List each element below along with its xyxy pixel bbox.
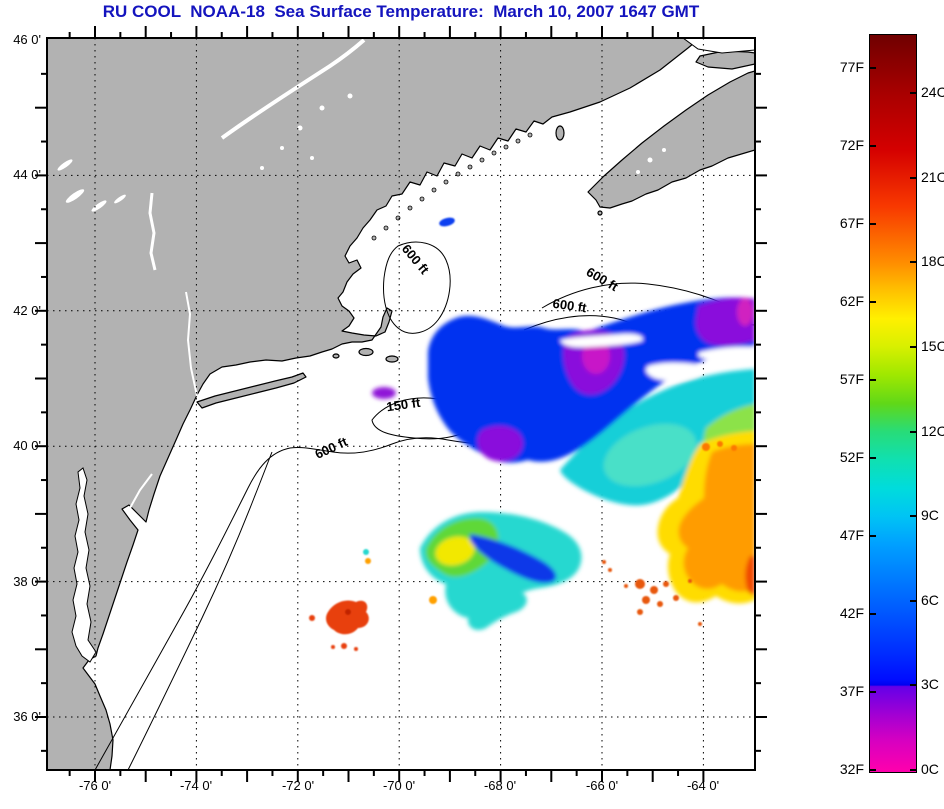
colorbar-c-label: 9C <box>921 507 939 523</box>
maine-coastal-islands <box>371 132 533 241</box>
sst-orange-fringe-dots <box>702 441 737 451</box>
cloud-gap-2 <box>646 362 700 381</box>
y-axis-label: 46 0' <box>13 32 41 47</box>
delaware-river <box>129 473 153 509</box>
land-layer <box>47 38 755 770</box>
cloud-gap-3 <box>698 346 755 360</box>
sst-data-layer <box>309 217 755 651</box>
colorbar-f-label: 52F <box>839 449 864 465</box>
block-island <box>332 353 340 359</box>
sst-warm-filament-southwest <box>326 600 369 635</box>
temperature-colorbar <box>869 34 917 773</box>
colorbar-c-label: 21C <box>921 169 944 185</box>
nova-scotia-lakes <box>636 148 666 174</box>
sst-eddy-yellow-core <box>435 536 475 566</box>
sst-warm-filament-specks <box>309 615 358 651</box>
colorbar-f-label: 62F <box>839 293 864 309</box>
colorbar-c-label: 0C <box>921 761 939 777</box>
contour-label-150ft: 150 ft <box>386 395 422 415</box>
sst-speck-orange <box>365 558 371 564</box>
colorbar-c-label: 24C <box>921 84 944 100</box>
y-axis-label: 40 0' <box>13 438 41 453</box>
sst-orange-gulf-stream <box>678 444 755 592</box>
sst-eddy-tail <box>468 590 527 630</box>
colorbar-f-label: 72F <box>839 137 864 153</box>
colorbar-f-label: 37F <box>839 683 864 699</box>
x-axis-label: -72 0' <box>281 778 315 793</box>
sst-dark-red-dot <box>345 609 351 615</box>
colorbar-f-label: 77F <box>839 59 864 75</box>
sst-purple-patch-west <box>372 387 396 399</box>
long-island <box>196 372 307 409</box>
y-axis-label: 38 0' <box>13 574 41 589</box>
colorbar-f-label: 32F <box>839 761 864 777</box>
sst-purple-patch-south <box>477 425 523 462</box>
colorbar-f-label: 47F <box>839 527 864 543</box>
grand-manan-island <box>555 125 565 141</box>
sst-eddy-blue-streak <box>470 534 557 583</box>
x-axis-label: -68 0' <box>483 778 517 793</box>
x-axis-label: -76 0' <box>78 778 112 793</box>
colorbar-c-label: 6C <box>921 592 939 608</box>
colorbar-c-label: 12C <box>921 423 944 439</box>
st-lawrence-river <box>220 38 366 140</box>
finger-lakes <box>57 159 126 212</box>
x-axis-label: -70 0' <box>382 778 416 793</box>
colorbar-f-label: 42F <box>839 605 864 621</box>
y-axis-label: 36 0' <box>13 709 41 724</box>
contour-inner-shelf <box>127 451 273 770</box>
mainland-northeast-us <box>47 38 701 770</box>
x-axis-label: -74 0' <box>179 778 213 793</box>
colorbar-c-label: 18C <box>921 253 944 269</box>
sst-magenta-streak-east <box>737 298 753 326</box>
marthas-vineyard <box>358 347 374 357</box>
y-axis-label: 44 0' <box>13 167 41 182</box>
sst-bay-blue-speck <box>439 217 455 227</box>
contour-label-600ft: 600 ft <box>552 296 588 316</box>
sst-red-edge-streak <box>745 556 755 596</box>
colorbar-f-label: 57F <box>839 371 864 387</box>
sst-speck-cyan <box>363 549 369 555</box>
colorbar-c-label: 15C <box>921 338 944 354</box>
sst-magenta-core <box>582 338 610 374</box>
axes-border <box>46 37 756 771</box>
lake-champlain <box>148 192 157 271</box>
nantucket-island <box>385 355 399 363</box>
sst-teal-patch <box>603 423 697 487</box>
chesapeake-bay <box>71 467 97 663</box>
axis-ticks <box>35 26 767 782</box>
figure-title: RU COOL NOAA-18 Sea Surface Temperature:… <box>102 2 700 21</box>
x-axis-label: -66 0' <box>585 778 619 793</box>
y-axis-label: 42 0' <box>13 303 41 318</box>
colorbar-c-label: 3C <box>921 676 939 692</box>
sst-scattered-warm-spots <box>602 560 702 626</box>
maine-lakes <box>260 93 353 170</box>
cloud-gap-1 <box>560 333 643 348</box>
sst-small-features <box>309 217 737 651</box>
inland-water <box>57 38 755 663</box>
hudson-river <box>185 291 198 397</box>
nova-scotia <box>587 70 755 209</box>
contour-600ft-wilkinson-basin <box>383 241 451 334</box>
cape-sable-island <box>597 210 603 216</box>
sst-eddy-orange-speck <box>429 596 437 604</box>
x-axis-label: -64 0' <box>686 778 720 793</box>
gulf-of-st-lawrence <box>682 38 755 54</box>
sst-smooth-fields <box>372 297 755 630</box>
colorbar-f-label: 67F <box>839 215 864 231</box>
